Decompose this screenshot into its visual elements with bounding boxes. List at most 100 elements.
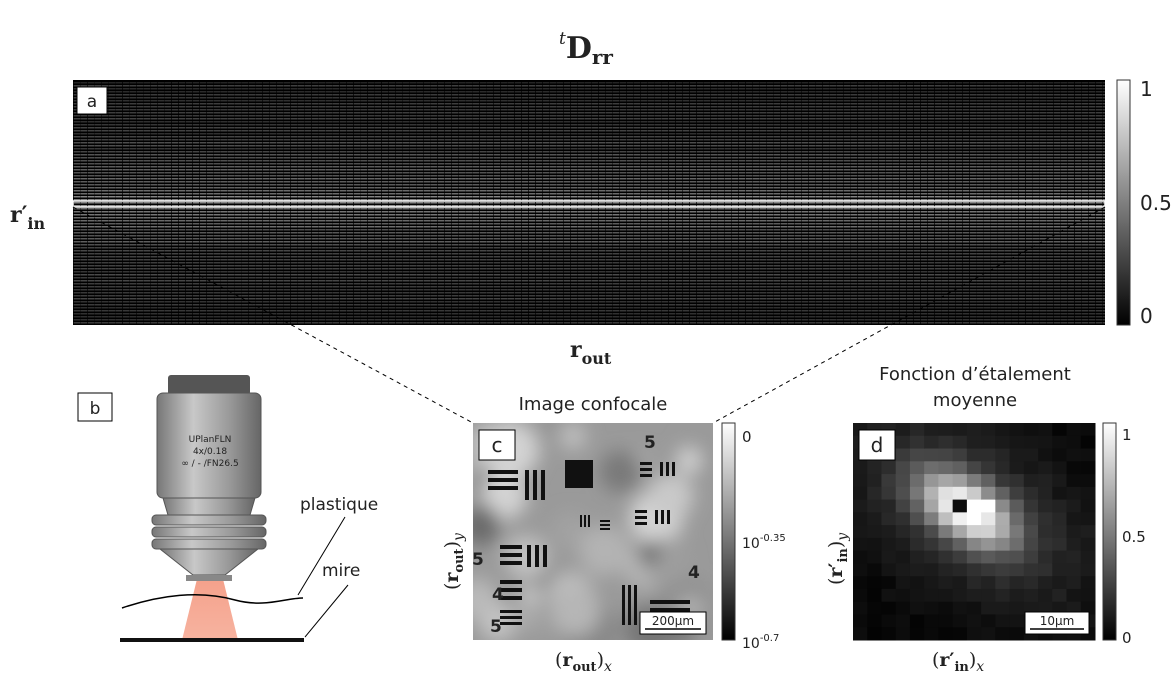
matrix-column bbox=[829, 80, 830, 325]
psf-pixel bbox=[1023, 448, 1039, 462]
psf-pixel bbox=[924, 474, 939, 488]
matrix-column bbox=[1095, 80, 1096, 325]
target-bar bbox=[584, 515, 586, 527]
psf-pixel bbox=[1066, 499, 1082, 513]
matrix-column bbox=[920, 80, 921, 325]
psf-pixel bbox=[881, 601, 897, 615]
psf-pixel bbox=[1009, 550, 1025, 564]
psf-pixel bbox=[981, 461, 996, 475]
psf-pixel bbox=[895, 563, 911, 577]
matrix-column bbox=[332, 80, 333, 325]
matrix-column bbox=[339, 80, 340, 325]
psf-pixel bbox=[1080, 435, 1096, 450]
psf-pixel bbox=[1080, 423, 1096, 437]
psf-pixel bbox=[995, 614, 1011, 628]
psf-pixel bbox=[966, 537, 982, 552]
matrix-column bbox=[591, 80, 592, 325]
matrix-column bbox=[395, 80, 396, 325]
matrix-column bbox=[122, 80, 123, 325]
target-bar bbox=[535, 545, 539, 567]
psf-pixel bbox=[995, 601, 1011, 615]
matrix-column bbox=[724, 80, 725, 325]
scale-bar-label: 200µm bbox=[652, 614, 694, 628]
psf-pixel bbox=[981, 550, 996, 564]
matrix-row bbox=[73, 271, 1105, 273]
matrix-row bbox=[73, 109, 1105, 111]
psf-pixel bbox=[952, 448, 968, 462]
panel-label: c bbox=[492, 433, 503, 457]
matrix-row bbox=[73, 307, 1105, 309]
psf-pixel bbox=[867, 512, 882, 526]
psf-pixel bbox=[995, 525, 1011, 539]
matrix-row bbox=[73, 295, 1105, 297]
psf-pixel bbox=[966, 512, 982, 526]
matrix-column bbox=[80, 80, 81, 325]
target-bar bbox=[635, 510, 647, 513]
psf-pixel bbox=[1009, 614, 1025, 628]
matrix-row bbox=[73, 124, 1105, 126]
psf-pixel bbox=[867, 499, 882, 513]
psf-pixel bbox=[853, 614, 868, 628]
matrix-column bbox=[129, 80, 130, 325]
matrix-column bbox=[843, 80, 844, 325]
matrix-column bbox=[759, 80, 760, 325]
psf-pixel bbox=[952, 525, 968, 539]
psf-pixel bbox=[867, 627, 882, 641]
psf-pixel bbox=[981, 576, 996, 590]
matrix-row bbox=[73, 298, 1105, 300]
target-bar bbox=[500, 596, 522, 600]
matrix-column bbox=[668, 80, 669, 325]
psf-pixel bbox=[1080, 576, 1096, 590]
matrix-row bbox=[73, 289, 1105, 291]
y-axis-label: r′in bbox=[10, 202, 45, 233]
psf-pixel bbox=[867, 486, 882, 501]
colorbar-tick: 0 bbox=[1122, 629, 1132, 647]
psf-pixel bbox=[895, 601, 911, 615]
matrix-column bbox=[206, 80, 207, 325]
target-bar bbox=[600, 528, 610, 530]
matrix-column bbox=[906, 80, 907, 325]
target-digit: 5 bbox=[644, 433, 656, 453]
matrix-column bbox=[94, 80, 95, 325]
matrix-row bbox=[73, 208, 1105, 210]
psf-pixel bbox=[895, 588, 911, 603]
x-axis-label: rout bbox=[570, 337, 612, 368]
psf-pixel bbox=[1023, 486, 1039, 501]
psf-pixel bbox=[995, 512, 1011, 526]
matrix-row bbox=[73, 277, 1105, 279]
target-bar bbox=[666, 462, 669, 476]
blob bbox=[549, 585, 601, 637]
matrix-column bbox=[465, 80, 466, 325]
x-axis-label: (rout)x bbox=[555, 649, 612, 673]
matrix-row bbox=[73, 169, 1105, 171]
matrix-row bbox=[73, 199, 1105, 201]
psf-pixel bbox=[981, 512, 996, 526]
matrix-column bbox=[416, 80, 417, 325]
psf-pixel bbox=[938, 448, 954, 462]
psf-pixel bbox=[895, 525, 911, 539]
objective-text: 4x/0.18 bbox=[193, 447, 227, 457]
psf-pixel bbox=[909, 563, 925, 577]
matrix-column bbox=[360, 80, 361, 325]
psf-pixel bbox=[924, 537, 939, 552]
psf-pixel bbox=[1023, 576, 1039, 590]
matrix-column bbox=[262, 80, 263, 325]
psf-pixel bbox=[981, 614, 996, 628]
psf-pixel bbox=[1080, 537, 1096, 552]
psf-pixel bbox=[1066, 563, 1082, 577]
psf-pixel bbox=[1023, 588, 1039, 603]
psf-pixel bbox=[853, 537, 868, 552]
psf-pixel bbox=[1052, 499, 1068, 513]
target-digit: 5 bbox=[490, 617, 502, 637]
psf-pixel bbox=[1023, 525, 1039, 539]
psf-pixel bbox=[1038, 563, 1053, 577]
matrix-row bbox=[73, 310, 1105, 312]
psf-pixel bbox=[1052, 537, 1068, 552]
psf-pixel bbox=[909, 512, 925, 526]
psf-pixel bbox=[938, 512, 954, 526]
psf-pixel bbox=[938, 627, 954, 641]
panel-label-box bbox=[858, 429, 896, 461]
matrix-row bbox=[73, 232, 1105, 234]
matrix-row bbox=[73, 238, 1105, 240]
matrix-column bbox=[661, 80, 662, 325]
